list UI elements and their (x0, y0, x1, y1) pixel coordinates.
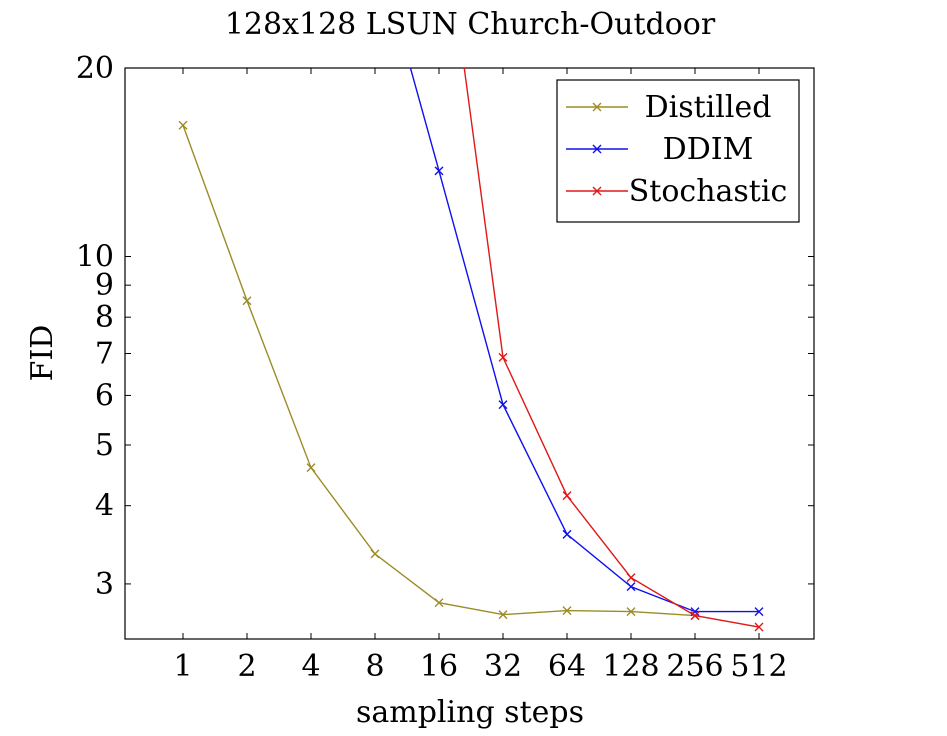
legend-label: DDIM (663, 132, 754, 167)
legend-entry: Stochastic (566, 174, 787, 209)
data-point (306, 463, 316, 473)
x-tick-label: 8 (365, 649, 384, 684)
series-layer (178, 68, 764, 632)
x-tick-label: 2 (237, 649, 256, 684)
data-point (562, 529, 572, 539)
data-point (498, 610, 508, 620)
y-tick-label: 3 (95, 567, 114, 602)
data-point (178, 120, 188, 130)
y-tick-label: 10 (76, 240, 114, 275)
x-tick-label: 512 (730, 649, 787, 684)
data-point (562, 606, 572, 616)
legend-entry: DDIM (566, 132, 753, 167)
y-tick-label: 6 (95, 378, 114, 413)
legend-entry: Distilled (566, 90, 771, 125)
data-point (370, 549, 380, 559)
legend-box (556, 79, 800, 223)
legend-label: Stochastic (629, 174, 788, 209)
x-tick-label: 4 (301, 649, 320, 684)
x-tick-label: 1 (173, 649, 192, 684)
legend-marker (592, 102, 602, 112)
data-point (498, 352, 508, 362)
y-tick-label: 9 (95, 268, 114, 303)
data-point (690, 611, 700, 621)
data-point (242, 296, 252, 306)
y-tick-label: 5 (95, 428, 114, 463)
legend-marker (592, 144, 602, 154)
x-tick-label: 16 (420, 649, 458, 684)
series-ddim (409, 68, 764, 617)
chart-title: 128x128 LSUN Church-Outdoor (225, 7, 716, 42)
data-point (434, 598, 444, 608)
y-tick-label: 20 (76, 51, 114, 86)
data-point (626, 582, 636, 592)
data-point (498, 400, 508, 410)
y-axis-label: FID (25, 325, 60, 382)
legend: Distilled DDIM Stochastic (556, 79, 800, 223)
x-axis-label: sampling steps (356, 695, 584, 730)
data-point (754, 622, 764, 632)
data-point (626, 607, 636, 617)
data-point (434, 166, 444, 176)
series-stochastic (463, 68, 764, 632)
data-point (626, 573, 636, 583)
legend-label: Distilled (645, 90, 772, 125)
y-tick-label: 4 (95, 489, 114, 524)
data-point (754, 607, 764, 617)
y-tick-label: 8 (95, 300, 114, 335)
y-tick-label: 7 (95, 337, 114, 372)
x-tick-label: 256 (666, 649, 723, 684)
data-point (562, 491, 572, 501)
x-tick-label: 32 (484, 649, 522, 684)
legend-marker (592, 186, 602, 196)
x-tick-label: 128 (602, 649, 659, 684)
x-tick-label: 64 (548, 649, 586, 684)
